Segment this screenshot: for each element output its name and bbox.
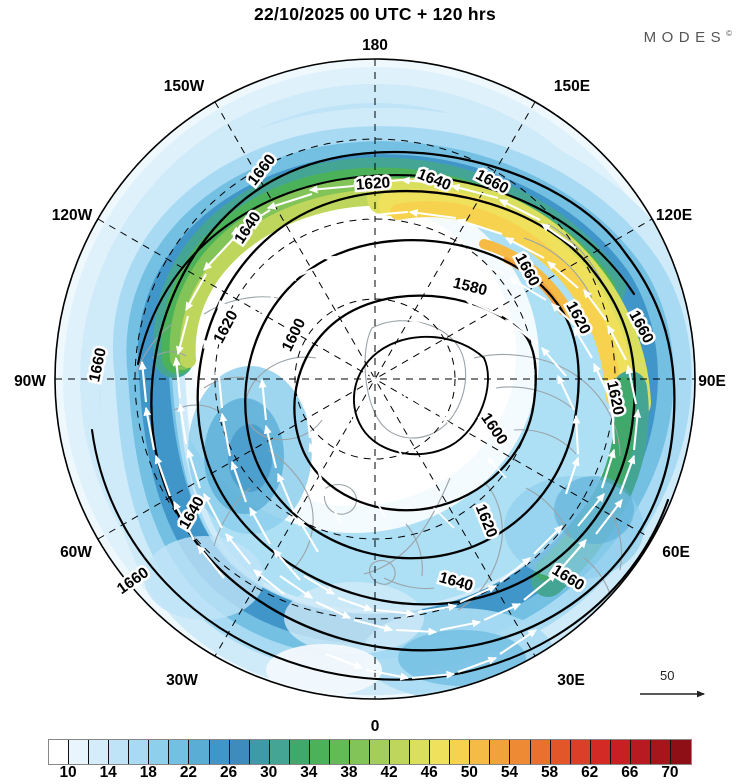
colorbar-tick-label: 66 [621,764,639,781]
longitude-label-90w: 90W [14,373,46,390]
svg-text:1620: 1620 [355,174,391,193]
colorbar-tick-label: 54 [500,764,519,781]
colorbar-tick-label: 26 [219,764,238,781]
colorbar-cell [229,740,250,764]
colorbar-cell [269,740,290,764]
longitude-label-180: 180 [362,37,388,54]
colorbar-ticks: 10 14 18 22 26 30 34 38 42 46 50 54 58 62 66 70 [0,764,750,784]
colorbar-cell [349,740,370,764]
colorbar-tick-label: 58 [540,764,559,781]
colorbar[interactable] [48,739,692,765]
colorbar-cell [650,740,671,764]
geopotential-contours [90,150,676,681]
colorbar-tick-label: 34 [300,764,318,781]
colorbar-cell [109,740,130,764]
colorbar-cell [490,740,511,764]
colorbar-cell [209,740,230,764]
colorbar-cell [430,740,451,764]
page-title: 22/10/2025 00 UTC + 120 hrs [253,4,497,24]
colorbar-tick-label: 70 [661,764,679,781]
modes-logo: MODES© [644,29,732,46]
colorbar-cell [470,740,491,764]
map-boundary-circle [54,58,696,700]
colorbar-cell [530,740,551,764]
colorbar-cell [149,740,170,764]
vector-scale-label: 50 [660,668,675,683]
longitude-label-150e: 150E [553,78,591,95]
colorbar-tick-label: 22 [179,764,198,781]
longitude-label-120e: 120E [655,207,693,224]
longitude-label-0: 0 [370,718,380,735]
colorbar-cell [69,740,90,764]
colorbar-cell [590,740,611,764]
colorbar-cell [570,740,591,764]
modes-logo-text: MODES [643,29,727,46]
copyright-icon: © [726,29,732,38]
colorbar-cell [169,740,190,764]
longitude-label-120w: 120W [51,207,93,224]
colorbar-cell [510,740,531,764]
colorbar-cell [249,740,270,764]
colorbar-tick-label: 10 [59,764,77,781]
colorbar-tick-label: 30 [260,764,278,781]
contour-label: 1620 [355,174,391,193]
longitude-label-60e: 60E [662,544,690,561]
longitude-label-60w: 60W [60,544,92,561]
colorbar-cell [410,740,431,764]
colorbar-cell [630,740,651,764]
colorbar-cell [89,740,110,764]
polar-stereographic-map[interactable]: 1660 1660 1620 1620 1640 1640 1660 1660 1640 1640… [54,58,696,700]
colorbar-cell [49,740,70,764]
colorbar-cell [450,740,471,764]
colorbar-tick-label: 14 [99,764,117,781]
colorbar-tick-label: 38 [340,764,358,781]
longitude-label-150w: 150W [163,78,205,95]
wind-vectors [138,176,642,681]
colorbar-tick-label: 50 [460,764,478,781]
colorbar-cell [390,740,411,764]
colorbar-cell [329,740,350,764]
longitude-label-30e: 30E [557,672,585,689]
colorbar-cell [129,740,150,764]
colorbar-tick-label: 46 [420,764,438,781]
vector-scale-arrow-icon [640,690,706,698]
colorbar-cell [309,740,330,764]
colorbar-cell [189,740,210,764]
colorbar-cell [610,740,631,764]
colorbar-tick-label: 42 [380,764,398,781]
contour-label: 1620 [603,379,627,416]
colorbar-tick-label: 18 [139,764,157,781]
colorbar-cell [289,740,310,764]
longitude-label-90e: 90E [698,373,726,390]
colorbar-cell [670,740,691,764]
contour-label: 1660 [86,346,110,383]
colorbar-cell [550,740,571,764]
colorbar-cell [370,740,391,764]
longitude-label-30w: 30W [166,672,198,689]
wind-vector-scale: 50 [638,668,738,708]
map-content [55,59,695,699]
colorbar-tick-label: 62 [581,764,599,781]
